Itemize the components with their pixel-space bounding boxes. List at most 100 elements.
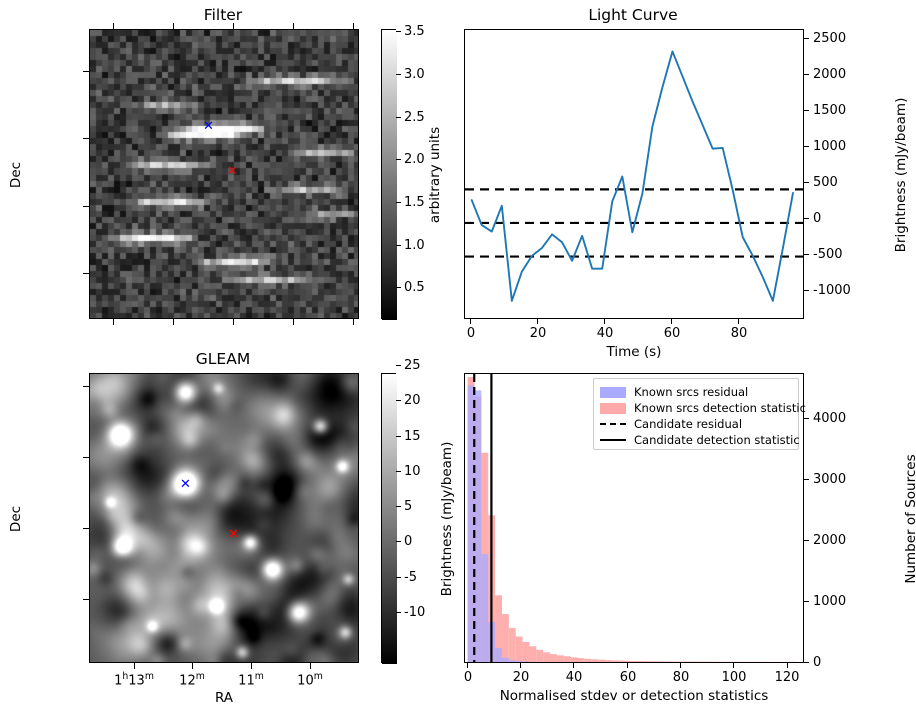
- gleam-cbar-tick-6: [396, 400, 401, 401]
- hist-ytick-label-4: 4000: [813, 411, 846, 426]
- light-curve-axes: [464, 29, 804, 319]
- filter-xtick-b3: [293, 319, 294, 325]
- lc-ytick-5: [804, 110, 809, 111]
- histogram-bar: [516, 637, 523, 662]
- filter-xtick-b0: [113, 319, 114, 325]
- filter-cbar-tick-2: [396, 202, 401, 203]
- histogram-bar: [653, 661, 660, 662]
- histogram-legend: Known srcs residual Known srcs detection…: [593, 378, 799, 450]
- hist-xtick-label-0: 0: [460, 670, 476, 685]
- filter-blue-cross-marker: ✕: [203, 120, 214, 133]
- gleam-blue-cross-marker: ✕: [180, 478, 191, 491]
- gleam-xtick-label-2: 11m: [229, 671, 273, 688]
- histogram-bar: [598, 660, 605, 662]
- gleam-ytick-2: [83, 528, 89, 529]
- legend-item-candidate-detection: Candidate detection statistic: [600, 432, 792, 448]
- filter-ytick-1: [83, 138, 89, 139]
- filter-xtick-0: [113, 23, 114, 29]
- histogram-bar: [543, 652, 550, 662]
- filter-cbar-label-3: 2.0: [404, 152, 425, 167]
- hist-ytick-0: [804, 662, 809, 663]
- gleam-red-cross-marker: ✕: [228, 528, 239, 541]
- lc-xtick-label-0: 0: [463, 326, 479, 341]
- filter-cbar-label-0: 0.5: [404, 280, 425, 295]
- hist-ytick-label-1: 1000: [813, 594, 846, 609]
- gleam-xtick-label-3: 10m: [288, 671, 332, 688]
- filter-panel: Filter ✕ ✕ -25°45' -26°00' 15' 30' Dec: [0, 0, 450, 340]
- gleam-cbar-tick-3: [396, 506, 401, 507]
- lc-xtick-label-4: 80: [727, 326, 751, 341]
- light-curve-line: [472, 51, 793, 300]
- lc-xtick-label-3: 60: [660, 326, 684, 341]
- lc-ytick-1: [804, 254, 809, 255]
- gleam-cbar-label-3: 5: [404, 499, 412, 514]
- gleam-cbar-tick-0: [396, 612, 401, 613]
- legend-swatch-known-detection: [600, 403, 626, 414]
- gleam-title: GLEAM: [88, 350, 358, 368]
- filter-cbar-tick-3: [396, 159, 401, 160]
- lc-ytick-2: [804, 218, 809, 219]
- gleam-xtick-label-1: 12m: [170, 671, 214, 688]
- histogram-bar: [509, 628, 516, 662]
- legend-label-candidate-detection: Candidate detection statistic: [634, 433, 800, 447]
- hist-ytick-3: [804, 479, 809, 480]
- histogram-bar: [516, 661, 523, 662]
- lc-ytick-label-2: 0: [813, 211, 821, 226]
- gleam-cbar-label-1: -5: [404, 570, 417, 585]
- filter-ylabel: Dec: [8, 155, 24, 195]
- gleam-ytick-0: [83, 386, 89, 387]
- gleam-panel: GLEAM ✕ ✕ -25°45' -26°00' 15' 30' 1h13m …: [0, 345, 450, 699]
- filter-cbar-label-4: 2.5: [404, 110, 425, 125]
- histogram-bar: [667, 661, 674, 662]
- hist-ytick-label-2: 2000: [813, 533, 846, 548]
- filter-xtick-1: [173, 23, 174, 29]
- lc-ytick-3: [804, 182, 809, 183]
- lc-ytick-label-7: 2500: [813, 31, 846, 46]
- histogram-bar: [605, 660, 612, 662]
- filter-cbar-tick-4: [396, 117, 401, 118]
- filter-xtick-4: [353, 23, 354, 29]
- hist-xtick-4: [680, 663, 681, 668]
- gleam-cbar-label-5: 15: [404, 429, 421, 444]
- lc-xtick-1: [537, 319, 538, 324]
- hist-xtick-label-1: 20: [509, 670, 533, 685]
- hist-xtick-1: [520, 663, 521, 668]
- filter-xtick-b1: [173, 319, 174, 325]
- histogram-bar: [571, 657, 578, 662]
- hist-xlabel: Normalised stdev or detection statistics: [454, 688, 814, 704]
- filter-cbar-label-2: 1.5: [404, 195, 425, 210]
- histogram-panel: Known srcs residual Known srcs detection…: [450, 345, 916, 699]
- filter-red-cross-marker: ✕: [227, 165, 238, 178]
- hist-xtick-label-3: 60: [616, 670, 640, 685]
- lc-ytick-label-3: 500: [813, 175, 838, 190]
- histogram-bar: [475, 390, 482, 662]
- hist-xtick-0: [467, 663, 468, 668]
- gleam-cbar-label-7: 25: [404, 358, 421, 373]
- histogram-bar: [639, 661, 646, 662]
- lc-xtick-3: [671, 319, 672, 324]
- legend-item-known-srcs-residual: Known srcs residual: [600, 384, 792, 400]
- histogram-bar: [612, 660, 619, 662]
- gleam-cbar-label-4: 10: [404, 464, 421, 479]
- lc-ytick-0: [804, 290, 809, 291]
- filter-cbar-tick-0: [396, 287, 401, 288]
- gleam-xtick-2: [251, 663, 252, 669]
- lc-xtick-label-1: 20: [526, 326, 550, 341]
- histogram-bar: [619, 661, 626, 662]
- light-curve-title: Light Curve: [463, 6, 803, 24]
- gleam-cbar-tick-4: [396, 471, 401, 472]
- gleam-cbar-label-6: 20: [404, 393, 421, 408]
- filter-cbar-tick-5: [396, 74, 401, 75]
- gleam-cbar-tick-2: [396, 541, 401, 542]
- histogram-bar: [495, 648, 502, 662]
- filter-image: ✕ ✕: [89, 29, 359, 319]
- filter-title: Filter: [88, 6, 358, 24]
- histogram-bar: [557, 655, 564, 662]
- gleam-colorbar: [381, 373, 396, 663]
- histogram-bar: [536, 650, 543, 662]
- histogram-bar: [660, 661, 667, 662]
- gleam-xtick-0: [134, 663, 135, 669]
- hist-ytick-label-3: 3000: [813, 472, 846, 487]
- histogram-bar: [502, 614, 509, 662]
- lc-xtick-label-2: 40: [593, 326, 617, 341]
